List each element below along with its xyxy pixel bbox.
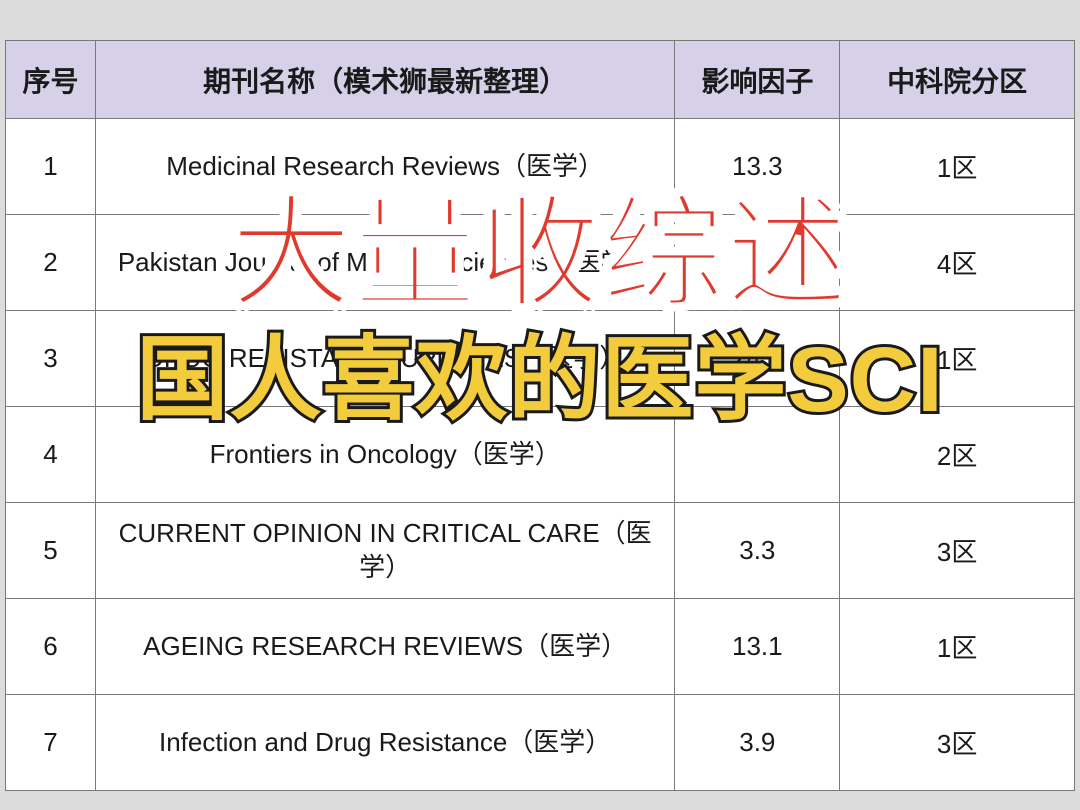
cell-if: 24.3 [675, 311, 840, 407]
cell-if: 13.3 [675, 119, 840, 215]
table-row: 5 CURRENT OPINION IN CRITICAL CARE（医学） 3… [6, 503, 1075, 599]
table-row: 2 Pakistan Journal of Medical Sciences（医… [6, 215, 1075, 311]
cell-name: AGEING RESEARCH REVIEWS（医学） [95, 599, 675, 695]
cell-if [675, 407, 840, 503]
cell-index: 2 [6, 215, 96, 311]
table-body: 1 Medicinal Research Reviews（医学） 13.3 1区… [6, 119, 1075, 791]
cell-index: 1 [6, 119, 96, 215]
cell-if [675, 215, 840, 311]
cell-index: 7 [6, 695, 96, 791]
col-header-index: 序号 [6, 41, 96, 119]
cell-index: 6 [6, 599, 96, 695]
cell-zone: 1区 [840, 599, 1075, 695]
table-row: 7 Infection and Drug Resistance（医学） 3.9 … [6, 695, 1075, 791]
cell-index: 5 [6, 503, 96, 599]
table-header-row: 序号 期刊名称（模术狮最新整理） 影响因子 中科院分区 [6, 41, 1075, 119]
cell-zone: 1区 [840, 311, 1075, 407]
col-header-name: 期刊名称（模术狮最新整理） [95, 41, 675, 119]
cell-if: 13.1 [675, 599, 840, 695]
cell-zone: 3区 [840, 503, 1075, 599]
cell-name: DRUG RESISTANCE UPDATES（医学） [95, 311, 675, 407]
cell-name: Medicinal Research Reviews（医学） [95, 119, 675, 215]
table-row: 6 AGEING RESEARCH REVIEWS（医学） 13.1 1区 [6, 599, 1075, 695]
cell-index: 4 [6, 407, 96, 503]
cell-index: 3 [6, 311, 96, 407]
page-background: 序号 期刊名称（模术狮最新整理） 影响因子 中科院分区 1 Medicinal … [0, 0, 1080, 810]
cell-zone: 2区 [840, 407, 1075, 503]
cell-if: 3.9 [675, 695, 840, 791]
table-row: 1 Medicinal Research Reviews（医学） 13.3 1区 [6, 119, 1075, 215]
cell-zone: 1区 [840, 119, 1075, 215]
cell-name: Pakistan Journal of Medical Sciences（医学） [95, 215, 675, 311]
cell-name: Frontiers in Oncology（医学） [95, 407, 675, 503]
col-header-zone: 中科院分区 [840, 41, 1075, 119]
journal-table: 序号 期刊名称（模术狮最新整理） 影响因子 中科院分区 1 Medicinal … [5, 40, 1075, 791]
cell-zone: 3区 [840, 695, 1075, 791]
cell-if: 3.3 [675, 503, 840, 599]
col-header-if: 影响因子 [675, 41, 840, 119]
table-row: 3 DRUG RESISTANCE UPDATES（医学） 24.3 1区 [6, 311, 1075, 407]
table-row: 4 Frontiers in Oncology（医学） 2区 [6, 407, 1075, 503]
cell-name: CURRENT OPINION IN CRITICAL CARE（医学） [95, 503, 675, 599]
cell-name: Infection and Drug Resistance（医学） [95, 695, 675, 791]
cell-zone: 4区 [840, 215, 1075, 311]
